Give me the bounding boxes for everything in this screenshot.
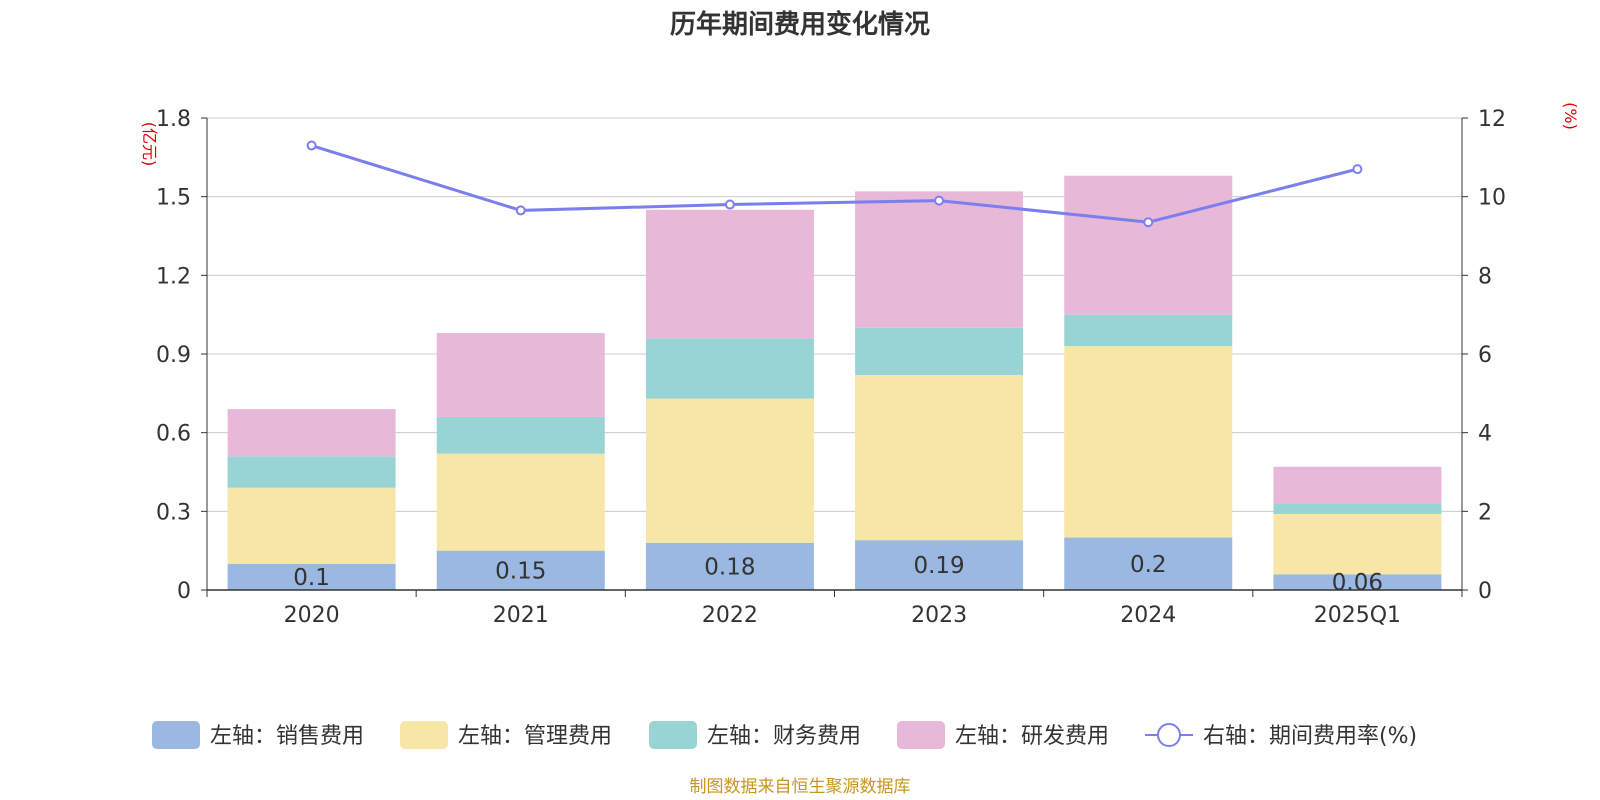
- legend-swatch: [897, 721, 945, 749]
- x-axis-tick-label: 2022: [702, 603, 758, 628]
- bar-segment: [436, 333, 605, 417]
- bar-segment: [645, 398, 814, 543]
- legend-swatch: [152, 721, 200, 749]
- line-point: [1143, 217, 1154, 228]
- left-axis-tick-label: 0.9: [156, 343, 191, 368]
- x-axis-tick-label: 2025Q1: [1314, 603, 1401, 628]
- legend-label: 左轴：销售费用: [210, 724, 364, 749]
- data-label: 0.2: [1130, 552, 1167, 578]
- data-label: 0.15: [495, 558, 546, 584]
- bar-segment: [645, 209, 814, 339]
- bar-segment: [1064, 537, 1233, 590]
- line-series-path: [311, 144, 1358, 224]
- bar-segment: [1273, 513, 1442, 575]
- bar-segment: [645, 542, 814, 590]
- left-axis-tick-label: 0.3: [156, 500, 191, 525]
- data-label: 0.1: [293, 565, 330, 591]
- line-point: [934, 195, 945, 206]
- bar-segment: [1064, 346, 1233, 538]
- data-label: 0.18: [704, 554, 755, 580]
- right-axis-tick-label: 12: [1478, 107, 1506, 132]
- right-axis-unit: (%): [1561, 102, 1580, 130]
- bar-segment: [227, 409, 396, 457]
- x-axis-tick-label: 2020: [284, 603, 340, 628]
- data-label: 0.19: [913, 553, 964, 579]
- left-axis-unit: (亿元): [140, 122, 159, 167]
- bar-segment: [855, 374, 1024, 541]
- bar-segment: [645, 338, 814, 399]
- legend-label: 左轴：研发费用: [955, 724, 1109, 749]
- data-label: 0.06: [1332, 570, 1383, 596]
- line-point: [306, 140, 317, 151]
- bar-segment: [227, 456, 396, 488]
- axes: 0 0.3 0.6 0.9 1.2 1.5 1.8 0 2 4 6 8 10 12 2020 2021 2022…: [156, 107, 1506, 628]
- left-axis-tick-label: 0: [177, 579, 191, 604]
- line-layer: [306, 140, 1363, 228]
- bar-segment: [1064, 314, 1233, 347]
- legend-label: 左轴：财务费用: [707, 724, 861, 749]
- grid: [207, 117, 1462, 512]
- left-axis-tick-label: 1.2: [156, 264, 191, 289]
- bar-segment: [855, 191, 1024, 328]
- bar-segment: [1273, 503, 1442, 514]
- line-point: [515, 205, 526, 216]
- bar-segment: [1064, 175, 1233, 315]
- right-axis-tick-label: 4: [1478, 422, 1492, 447]
- right-axis-tick-label: 8: [1478, 264, 1492, 289]
- right-axis-tick-label: 10: [1478, 186, 1506, 211]
- bar-segment: [855, 540, 1024, 590]
- left-axis-tick-label: 1.8: [156, 107, 191, 132]
- x-axis-tick-label: 2024: [1120, 603, 1176, 628]
- left-axis-tick-label: 0.6: [156, 422, 191, 447]
- line-point: [1352, 164, 1363, 175]
- legend-label: 左轴：管理费用: [458, 724, 612, 749]
- bar-segment: [1273, 574, 1442, 590]
- bar-segment: [436, 453, 605, 551]
- chart-title: 历年期间费用变化情况: [670, 9, 930, 40]
- bar-segment: [436, 416, 605, 454]
- left-axis-tick-label: 1.5: [156, 186, 191, 211]
- bar-segment: [227, 487, 396, 564]
- legend: 左轴：销售费用 左轴：管理费用 左轴：财务费用 左轴：研发费用 右轴：期间费用率(%): [152, 721, 1417, 749]
- legend-marker: [1157, 723, 1181, 747]
- bar-segment: [1273, 466, 1442, 504]
- source-note: 制图数据来自恒生聚源数据库: [690, 777, 911, 797]
- data-labels: 0.1 0.15 0.18 0.19 0.2 0.06: [293, 552, 1383, 596]
- bar-layer: [227, 175, 1442, 590]
- legend-swatch: [649, 721, 697, 749]
- bar-segment: [855, 327, 1024, 375]
- x-axis-tick-label: 2023: [911, 603, 967, 628]
- right-axis-tick-label: 2: [1478, 500, 1492, 525]
- legend-swatch: [400, 721, 448, 749]
- bar-segment: [436, 550, 605, 590]
- bar-segment: [227, 563, 396, 590]
- legend-label: 右轴：期间费用率(%): [1203, 724, 1417, 749]
- right-axis-tick-label: 0: [1478, 579, 1492, 604]
- line-point: [724, 199, 735, 210]
- x-axis-tick-label: 2021: [493, 603, 549, 628]
- right-axis-tick-label: 6: [1478, 343, 1492, 368]
